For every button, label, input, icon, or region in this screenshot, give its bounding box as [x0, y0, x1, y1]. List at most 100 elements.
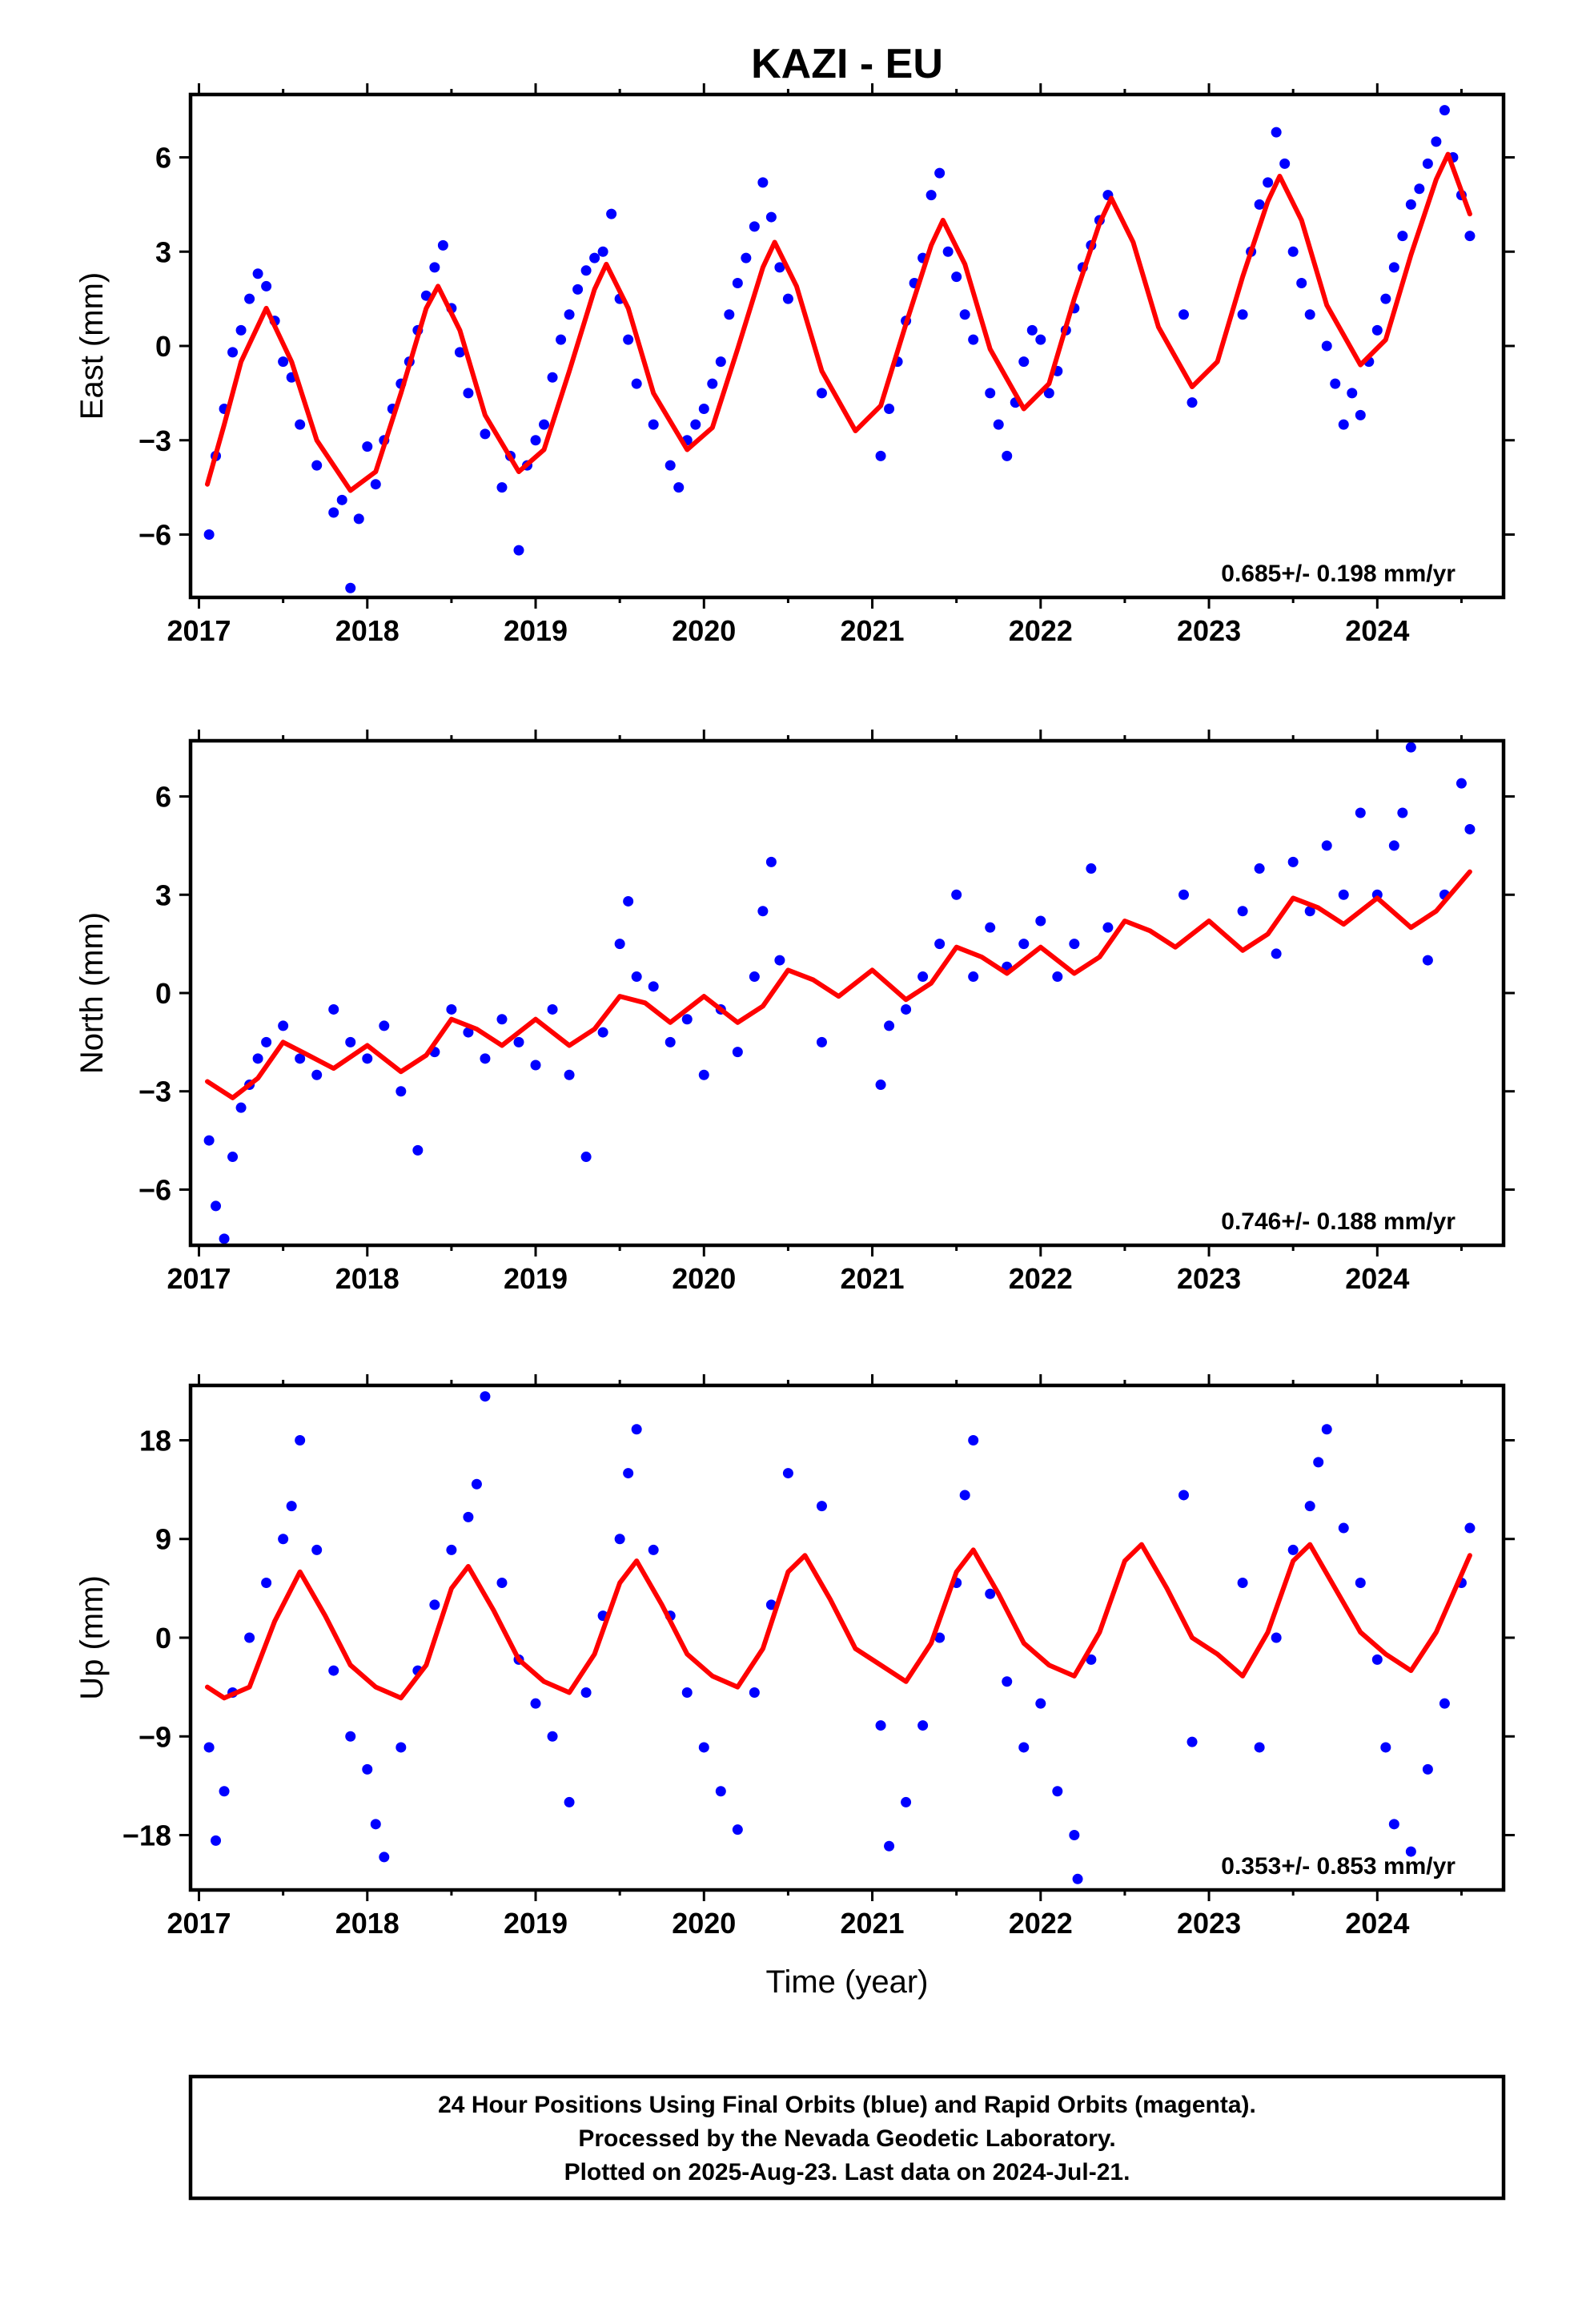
east-data-point — [968, 334, 979, 345]
north-data-point — [1271, 948, 1282, 959]
up-data-point — [471, 1478, 482, 1490]
up-data-point — [884, 1840, 895, 1852]
east-data-point — [203, 529, 215, 540]
east-data-point — [429, 262, 440, 273]
north-data-point — [235, 1102, 247, 1113]
up-data-point — [765, 1599, 777, 1610]
east-data-point — [875, 450, 886, 461]
up-data-point — [1313, 1457, 1324, 1468]
east-data-point — [1338, 419, 1349, 430]
north-data-point — [513, 1036, 524, 1047]
north-data-point — [648, 981, 659, 992]
east-data-point — [362, 441, 373, 452]
east-data-point — [1439, 105, 1450, 116]
north-panel: 2017 2018 2019 2020 2021 2022 2023 2024 −6 −3 0 3 6 N… — [74, 730, 1515, 1295]
east-data-point — [732, 278, 743, 288]
east-data-point — [1018, 356, 1030, 368]
east-data-point — [665, 460, 676, 471]
x-axis-label: Time (year) — [766, 1964, 929, 2000]
north-data-point — [547, 1003, 558, 1015]
up-data-point — [1422, 1763, 1433, 1775]
up-data-point — [715, 1786, 726, 1797]
north-y-tick-label: −3 — [139, 1076, 171, 1108]
north-model-line — [205, 869, 1472, 1100]
up-data-point — [530, 1698, 541, 1709]
east-y-tick-label: 3 — [155, 235, 171, 268]
up-data-point — [816, 1501, 827, 1512]
east-data-point — [741, 252, 752, 263]
north-y-tick-label: 6 — [155, 781, 171, 814]
north-y-tick-label: −6 — [139, 1173, 171, 1206]
north-data-point — [227, 1152, 239, 1163]
east-x-tick-label: 2024 — [1345, 614, 1409, 647]
up-data-point — [295, 1434, 306, 1445]
north-data-point — [951, 889, 962, 900]
up-data-point — [1086, 1654, 1097, 1665]
east-data-point — [564, 309, 575, 320]
north-data-point — [1338, 889, 1349, 900]
north-x-tick-label: 2017 — [167, 1262, 231, 1295]
east-data-point — [1380, 293, 1391, 304]
east-panel: 2017 2018 2019 2020 2021 2022 2023 2024 −6 −3 0 3 6 E… — [74, 83, 1515, 647]
east-data-point — [295, 419, 306, 430]
east-data-point — [589, 252, 600, 263]
up-data-point — [1439, 1698, 1450, 1709]
east-y-tick-label: 6 — [155, 142, 171, 175]
up-panel: 2017 2018 2019 2020 2021 2022 2023 2024 −18 −9 0 9 1… — [74, 1374, 1515, 1940]
up-data-point — [446, 1544, 457, 1555]
up-data-point — [917, 1720, 929, 1731]
up-data-point — [1380, 1742, 1391, 1753]
north-x-tick-label: 2020 — [672, 1262, 736, 1295]
up-data-point — [244, 1632, 255, 1643]
up-data-point — [396, 1742, 407, 1753]
east-data-point — [463, 388, 474, 399]
north-x-tick-label: 2022 — [1009, 1262, 1073, 1295]
east-data-point — [724, 309, 735, 320]
north-data-point — [311, 1069, 323, 1080]
north-data-point — [1035, 915, 1046, 927]
up-y-axis-label: Up (mm) — [74, 1575, 110, 1700]
east-data-point — [597, 246, 608, 257]
north-data-point — [580, 1152, 592, 1163]
east-data-point — [749, 221, 760, 232]
up-x-tick-label: 2023 — [1177, 1907, 1241, 1940]
up-data-point — [749, 1687, 760, 1698]
footer-frame — [188, 2074, 1506, 2201]
up-data-point — [1186, 1736, 1198, 1747]
east-data-point — [1026, 324, 1038, 336]
north-data-point — [1422, 955, 1433, 966]
up-data-point — [1405, 1846, 1416, 1857]
north-data-point — [278, 1020, 289, 1031]
east-data-point — [774, 262, 785, 273]
north-data-point — [396, 1086, 407, 1097]
east-data-point — [1414, 183, 1425, 195]
east-data-point — [1431, 136, 1442, 147]
east-data-point — [1321, 340, 1332, 352]
up-data-point — [1035, 1698, 1046, 1709]
north-data-point — [757, 906, 769, 917]
east-data-point — [884, 404, 895, 414]
north-data-point — [1456, 778, 1467, 789]
up-data-point — [286, 1501, 297, 1512]
north-data-point — [446, 1003, 457, 1015]
up-data-point — [934, 1632, 946, 1643]
up-data-point — [1052, 1786, 1063, 1797]
north-data-point — [623, 895, 634, 907]
east-data-point — [1178, 309, 1190, 320]
east-data-point — [1002, 450, 1013, 461]
up-data-point — [379, 1852, 390, 1863]
up-data-point — [463, 1511, 474, 1522]
north-x-tick-label: 2024 — [1345, 1262, 1409, 1295]
east-data-point — [1035, 334, 1046, 345]
east-data-point — [673, 482, 685, 493]
up-x-tick-label: 2024 — [1345, 1907, 1409, 1940]
east-data-point — [690, 419, 701, 430]
east-x-tick-label: 2023 — [1177, 614, 1241, 647]
north-data-point — [261, 1036, 272, 1047]
north-data-point — [901, 1003, 912, 1015]
east-data-point — [1043, 388, 1054, 399]
east-data-point — [816, 388, 827, 399]
east-data-point — [942, 246, 954, 257]
up-y-tick-label: 18 — [139, 1424, 171, 1457]
up-x-tick-label: 2020 — [672, 1907, 736, 1940]
